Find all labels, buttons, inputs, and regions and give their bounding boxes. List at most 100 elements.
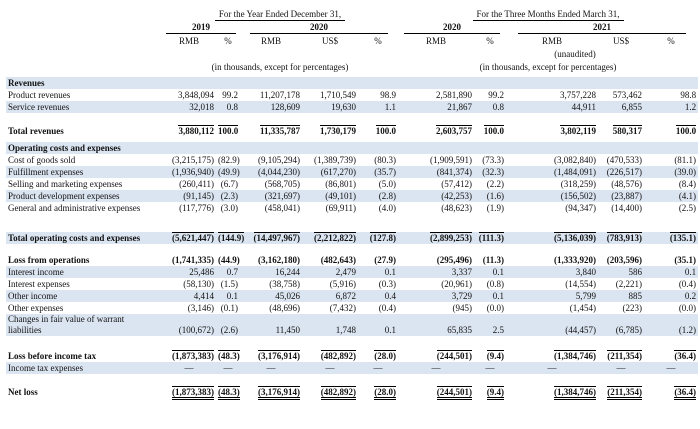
value-text: (2.2) (486, 179, 504, 189)
group-title-text: For the Three Months Ended March 31, (472, 9, 624, 21)
value-cell: (1,873,383) (162, 386, 216, 400)
unit: RMB (162, 34, 216, 47)
value-text: (81.1) (674, 155, 697, 165)
value-cell: 3,802,119 (506, 125, 598, 137)
row: Interest expenses (58,130) (1.5) (38,758) (5… (6, 278, 698, 290)
value-text: (5,916) (329, 279, 356, 289)
value-cell: (1,873,383) (162, 350, 216, 362)
value-cell: 580,317 (598, 125, 644, 137)
value-cell: (23,887) (598, 190, 644, 202)
value-text: 0.8 (492, 102, 504, 112)
value-text: 3,802,119 (560, 125, 596, 136)
value-text: (9.4) (486, 350, 504, 361)
value-cell: 98.8 (644, 89, 698, 101)
value-cell: 4,414 (162, 290, 216, 302)
value-text: (6.7) (220, 179, 238, 189)
value-text: (1,384,746) (554, 386, 596, 400)
value-cell: (0.8) (474, 278, 506, 290)
row-label: Interest income (6, 266, 162, 278)
value-cell: (1,484,091) (506, 166, 598, 178)
row-label: Product development expenses (6, 190, 162, 202)
value-cell: 32,018 (162, 101, 216, 113)
value-text: (244,501) (436, 350, 472, 361)
value-text: 573,462 (612, 90, 642, 100)
value-cell: (1,333,920) (506, 254, 598, 266)
table-body: For the Year Ended December 31, For the T… (6, 8, 699, 400)
value-cell: (2.2) (474, 178, 506, 190)
value-cell: 0.2 (644, 290, 699, 302)
value-text: (0.4) (678, 279, 697, 289)
value-text: (3,162,180) (258, 255, 300, 265)
value-text: (2,212,822) (314, 232, 356, 243)
value-text: (135.1) (669, 232, 697, 243)
value-text: (3,176,914) (258, 386, 300, 400)
value-text: 0.2 (684, 291, 697, 301)
value-text: — (266, 363, 276, 373)
row-label: Fulfillment expenses (6, 166, 162, 178)
value-text: 65,835 (447, 325, 472, 335)
value-text: 19,630 (331, 102, 356, 112)
value-cell: (945) (398, 302, 474, 314)
value-cell: (86,801) (302, 178, 358, 190)
value-cell: (9.4) (474, 386, 506, 400)
value-text: (58,130) (183, 279, 214, 289)
row: (unaudited) (6, 47, 698, 60)
row: Other income 4,414 0.1 45,026 6,872 0.4 3,729 0… (6, 290, 699, 302)
row (6, 214, 698, 232)
value-text: (3,215,175) (172, 155, 214, 165)
group-title: For the Year Ended December 31, (162, 8, 398, 21)
value-cell: (2.8) (358, 190, 398, 202)
value-cell: (14,497,967) (240, 232, 302, 244)
value-cell: (3,176,914) (240, 386, 302, 400)
value-cell: (0.3) (358, 278, 398, 290)
row-label: Total revenues (6, 125, 162, 137)
value-text: (1,484,091) (554, 167, 596, 177)
value-cell: (0.4) (358, 302, 398, 314)
year-text: 2019 (165, 22, 237, 34)
row-label-text: Fulfillment expenses (8, 167, 84, 177)
unit-text: RMB (425, 36, 446, 46)
value-cell: 885 (598, 290, 644, 302)
value-cell: (69,911) (302, 202, 358, 214)
value-cell: (135.1) (644, 232, 699, 244)
value-cell: (1.6) (474, 190, 506, 202)
value-cell: — (474, 362, 506, 374)
value-text: 6,855 (621, 102, 642, 112)
unit-text: % (667, 36, 675, 46)
value-text: (117,776) (179, 203, 214, 213)
value-text: (1,741,335) (172, 255, 214, 265)
spacer-cell (6, 214, 698, 232)
value-text: (321,697) (264, 191, 300, 201)
row-label: Changes in fair value of warrant liabilit… (6, 314, 162, 336)
unit-text: % (374, 36, 382, 46)
value-cell: 100.0 (216, 125, 240, 137)
row-label: Loss from operations (6, 254, 162, 266)
value-cell: (1.9) (474, 202, 506, 214)
value-cell: (100,672) (162, 314, 216, 336)
value-text: (458,041) (264, 203, 300, 213)
row: Selling and marketing expenses (260,411) (… (6, 178, 698, 190)
value-text: 586 (628, 267, 643, 277)
value-cell: (28.0) (358, 386, 398, 400)
row: Income tax expenses — — — — — — — — — — (6, 362, 699, 374)
value-text: (48,576) (611, 179, 642, 189)
value-cell: 11,207,178 (240, 89, 302, 101)
value-cell: 99.2 (474, 89, 506, 101)
value-cell: (211,354) (598, 386, 644, 400)
spacer-cell (6, 374, 698, 386)
value-cell: 99.2 (216, 89, 240, 101)
value-cell: (783,913) (598, 232, 644, 244)
value-text: (14,554) (565, 279, 596, 289)
value-text: (2,899,253) (430, 232, 472, 243)
value-text: — (373, 363, 383, 373)
value-cell: 0.1 (358, 314, 398, 336)
value-text: 2,581,890 (436, 90, 472, 100)
row: For the Year Ended December 31, For the T… (6, 8, 698, 21)
value-text: 128,609 (270, 102, 300, 112)
unaudited: (unaudited) (506, 47, 644, 60)
value-cell: (1,909,591) (398, 154, 474, 166)
value-cell: 0.8 (474, 101, 506, 113)
value-text: (14,497,967) (253, 232, 300, 243)
value-text: (2,221) (615, 279, 642, 289)
value-text: (38,758) (269, 279, 300, 289)
